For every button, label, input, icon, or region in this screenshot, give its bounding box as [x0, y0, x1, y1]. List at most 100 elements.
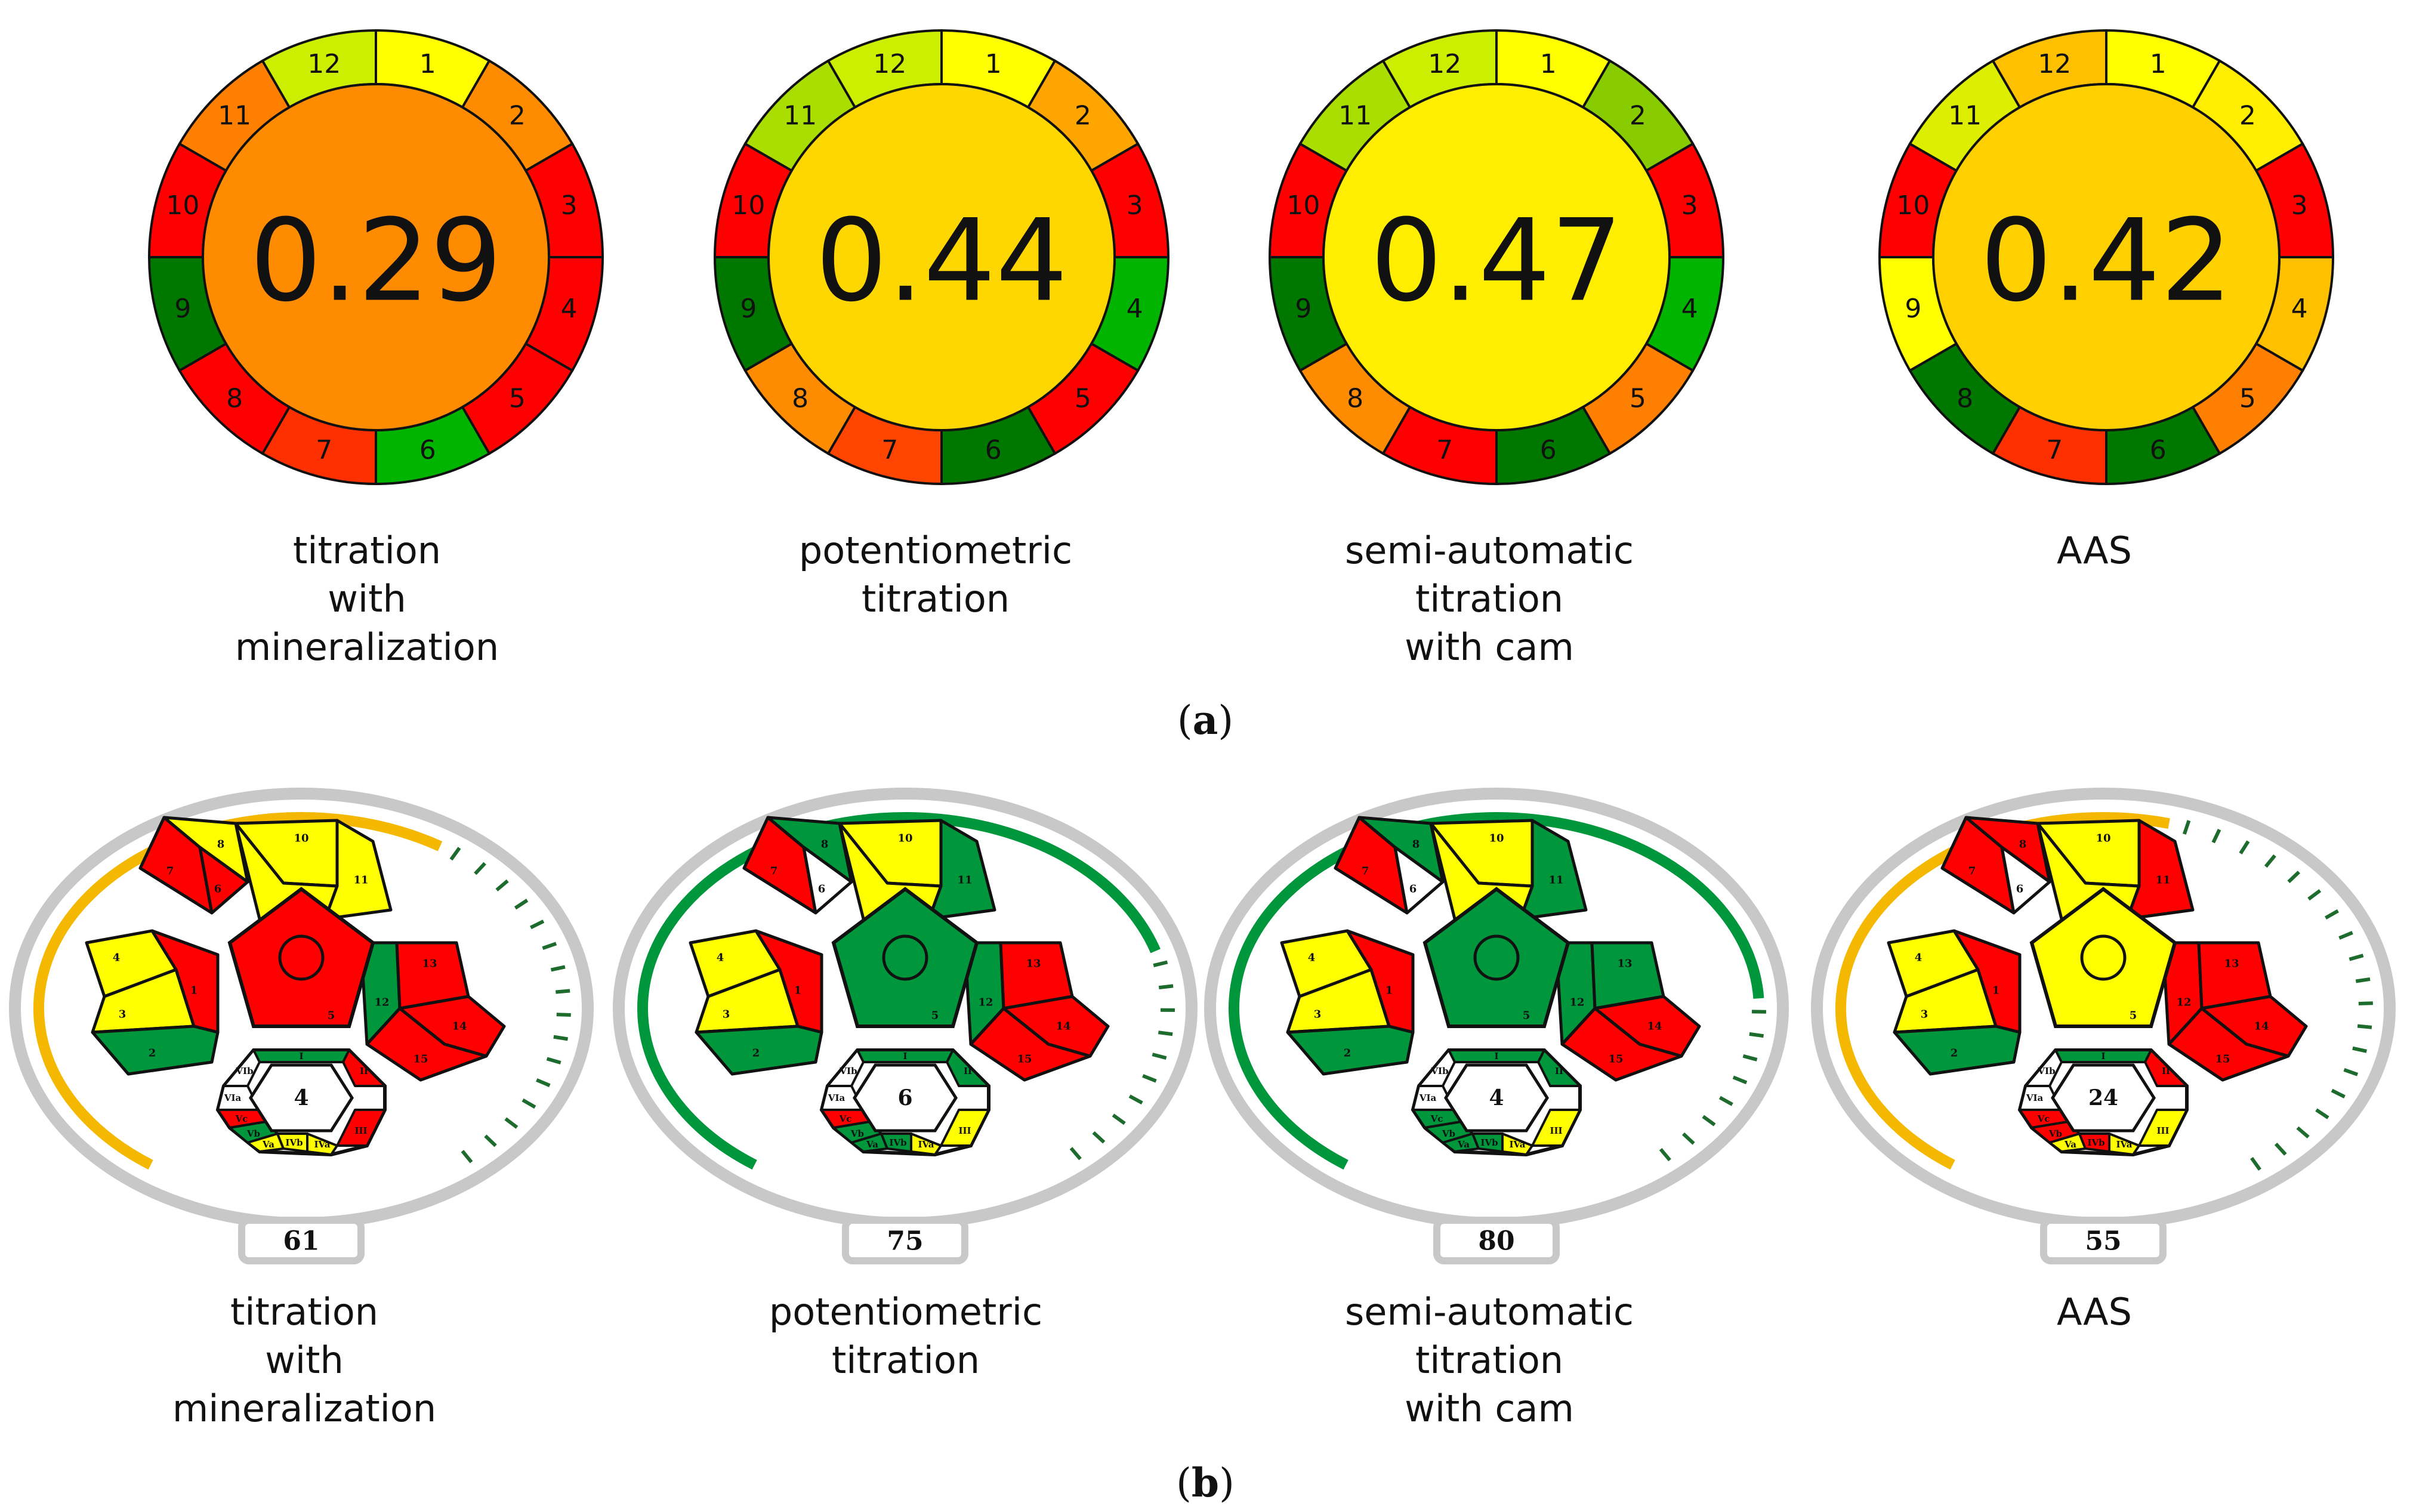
gapi-hex-label: I: [903, 1051, 907, 1062]
agree-score: 0.29: [249, 195, 502, 327]
gapi-tick: [1143, 1076, 1156, 1081]
agree-segment-label: 9: [174, 294, 191, 324]
agree-segment-label: 10: [166, 190, 199, 221]
gapi-tick: [2357, 1026, 2372, 1027]
gapi-segment-label: 15: [1608, 1053, 1623, 1066]
gapi-hex-label: III: [2156, 1125, 2169, 1136]
gapi-segment-label: 10: [294, 832, 308, 845]
gapi-segment-label: 12: [978, 996, 993, 1009]
gapi-tick: [451, 848, 459, 859]
gapi-tick: [536, 1080, 550, 1085]
gapi-tick: [2288, 872, 2298, 882]
gapi-segment-label: 12: [1569, 996, 1584, 1009]
gapi-hex-label: VIa: [1419, 1093, 1437, 1103]
gapi-tick: [2316, 1110, 2328, 1118]
agree-segment-label: 11: [1948, 101, 1982, 131]
gapi-segment-label: 3: [1314, 1008, 1322, 1021]
gapi-tick: [556, 990, 570, 992]
gapi-hex-label: I: [299, 1051, 303, 1062]
gapi-hex-label: III: [958, 1125, 971, 1136]
gapi-segment-label: 7: [166, 865, 174, 878]
gapi-segment-label: 8: [217, 838, 225, 851]
agree-segment-label: 4: [1681, 294, 1698, 324]
complexgapi-pictogram-1: 786109114312121314155IVIbVIaIIIIIVcVbVaI…: [15, 794, 588, 1261]
gapi-tick: [1703, 1116, 1714, 1125]
gapi-segment-label: 14: [1056, 1020, 1070, 1033]
gapi-hex-label: VIa: [2026, 1093, 2044, 1103]
gapi-hex-label: VIb: [2037, 1066, 2055, 1076]
agree-segment-label: 8: [1347, 383, 1363, 414]
gapi-tick: [1153, 962, 1167, 965]
agree-segment-label: 5: [509, 383, 526, 414]
gapi-score: 75: [887, 1226, 923, 1257]
agree-segment-label: 12: [1428, 49, 1461, 79]
gapi-caption-3: semi-automatic titration with cam: [1263, 1288, 1716, 1433]
gapi-tick: [530, 921, 544, 928]
gapi-tick: [551, 967, 564, 970]
gapi-hex-label: IVa: [918, 1139, 934, 1150]
gapi-hex-label: IVb: [1480, 1137, 1498, 1148]
gapi-segment-label: 8: [2019, 838, 2027, 851]
agree-segment-label: 8: [1957, 383, 1973, 414]
gapi-hex-label: IVa: [2116, 1139, 2133, 1150]
agree-segment-label: 12: [2038, 49, 2071, 79]
gapi-segment-label: 1: [1992, 985, 2000, 997]
gapi-tick: [516, 900, 527, 908]
gapi-tick: [2252, 1158, 2260, 1170]
gapi-tick: [1743, 1056, 1757, 1060]
gapi-caption-1: titration with mineralization: [78, 1288, 531, 1433]
gapi-segment-label: 5: [328, 1010, 335, 1022]
gapi-hex-label: III: [354, 1125, 367, 1136]
gapi-tick: [2344, 1070, 2357, 1075]
gapi-segment-label: 10: [2096, 832, 2110, 845]
agree-segment-label: 1: [2150, 49, 2167, 79]
agree-segment-label: 2: [1630, 101, 1646, 131]
gapi-hex-label: IVb: [285, 1137, 303, 1148]
gapi-tick: [1749, 1034, 1764, 1036]
gapi-hex-label: II: [2162, 1066, 2170, 1076]
gapi-hex-center-value: 4: [294, 1085, 308, 1110]
gapi-segment-label: 12: [374, 996, 389, 1009]
gapi-hex-label: III: [1550, 1125, 1562, 1136]
gapi-tick: [2184, 820, 2189, 834]
gapi-segment-label: 6: [1409, 883, 1417, 896]
gapi-hex-label: II: [360, 1066, 368, 1076]
agree-segment-label: 9: [1905, 294, 1921, 324]
gapi-tick: [2339, 933, 2352, 938]
agree-segment-label: 10: [732, 190, 765, 221]
gapi-tick: [2213, 829, 2219, 843]
gapi-tick: [2356, 979, 2370, 982]
gapi-hex-label: Va: [262, 1139, 274, 1150]
complexgapi-pictogram-3: 786109114312121314155IVIbVIaIIIIIVcVbVaI…: [1210, 794, 1783, 1261]
gapi-segment-label: 13: [1617, 958, 1632, 970]
gapi-hex-center-value: 4: [1489, 1085, 1504, 1110]
gapi-tick: [554, 1037, 568, 1039]
gapi-hex-label: IVb: [2087, 1137, 2104, 1148]
gapi-segment-label: 5: [1523, 1010, 1530, 1022]
gapi-segment-label: 14: [2254, 1020, 2269, 1033]
gapi-hex-label: IVa: [1510, 1139, 1526, 1150]
panel-label-a: (a): [937, 697, 1474, 743]
agree-segment-label: 10: [1896, 190, 1930, 221]
agree-segment-label: 12: [307, 49, 341, 79]
gapi-segment-label: 7: [1362, 865, 1369, 878]
agree-score: 0.44: [815, 195, 1067, 327]
gapi-tick: [547, 1059, 561, 1063]
gapi-hex-label: I: [1494, 1051, 1498, 1062]
gapi-tick: [1661, 1149, 1670, 1160]
gapi-segment-label: 7: [1968, 865, 1976, 878]
gapi-segment-label: 2: [752, 1047, 760, 1060]
gapi-segment-label: 10: [1489, 832, 1504, 845]
gapi-segment-label: 15: [413, 1053, 428, 1066]
gapi-segment-label: 5: [2130, 1010, 2137, 1022]
agree-segment-label: 4: [1127, 294, 1143, 324]
gapi-tick: [496, 881, 507, 890]
gapi-segment-label: 1: [1385, 985, 1393, 997]
agree-segment-label: 7: [2046, 435, 2063, 465]
gapi-tick: [2266, 856, 2275, 867]
gapi-segment-label: 14: [452, 1020, 467, 1033]
